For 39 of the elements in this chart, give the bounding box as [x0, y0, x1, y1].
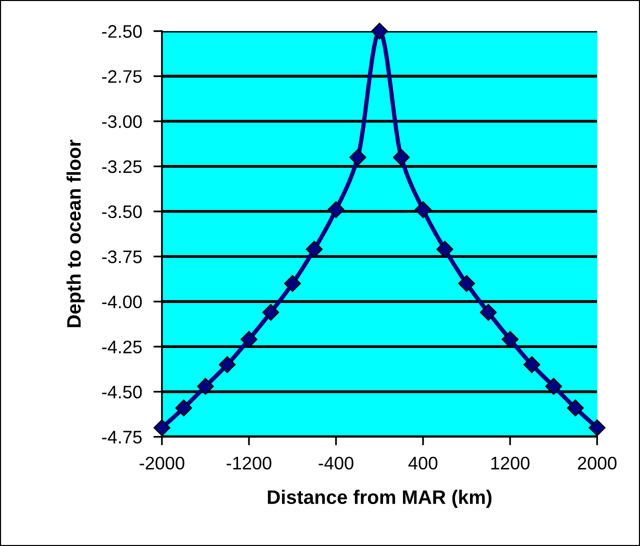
y-tick-label: -2.50: [102, 25, 142, 38]
point: [588, 419, 606, 436]
point: [306, 240, 323, 258]
point: [240, 331, 258, 348]
y-tick-label: -4.00: [102, 296, 142, 308]
point: [458, 275, 475, 292]
point: [328, 201, 344, 218]
y-tick-label: -3.00: [102, 115, 142, 128]
x-tick-label: -400: [318, 456, 354, 470]
y-tick-label: -4.75: [102, 430, 142, 444]
point: [371, 22, 388, 40]
point: [175, 400, 192, 416]
x-axis-title: Distance from MAR (km): [268, 490, 492, 508]
y-axis-title: Depth to ocean floor: [66, 140, 85, 328]
y-tick-label: -2.75: [102, 70, 142, 83]
point: [284, 275, 301, 292]
x-tick-label: 2000: [578, 456, 616, 470]
y-tick-label: -3.25: [102, 160, 142, 174]
point: [502, 331, 518, 348]
point: [523, 356, 540, 374]
point: [218, 356, 236, 374]
x-tick-label: -1200: [226, 456, 272, 470]
y-tick-label: -3.75: [102, 250, 142, 264]
x-tick-label: 1200: [491, 456, 530, 470]
x-tick-label: 400: [408, 456, 438, 470]
point: [262, 304, 280, 321]
point: [349, 148, 366, 166]
point: [392, 148, 410, 166]
x-tick-label: -2000: [140, 456, 184, 470]
y-tick-label: -4.50: [102, 386, 142, 398]
y-tick-label: -3.50: [102, 205, 142, 218]
point: [480, 304, 497, 321]
y-tick-label: -4.25: [102, 340, 142, 354]
point: [414, 201, 432, 218]
point: [154, 419, 170, 436]
point: [545, 378, 562, 395]
point: [436, 240, 454, 258]
point: [197, 378, 214, 395]
point: [566, 400, 584, 416]
